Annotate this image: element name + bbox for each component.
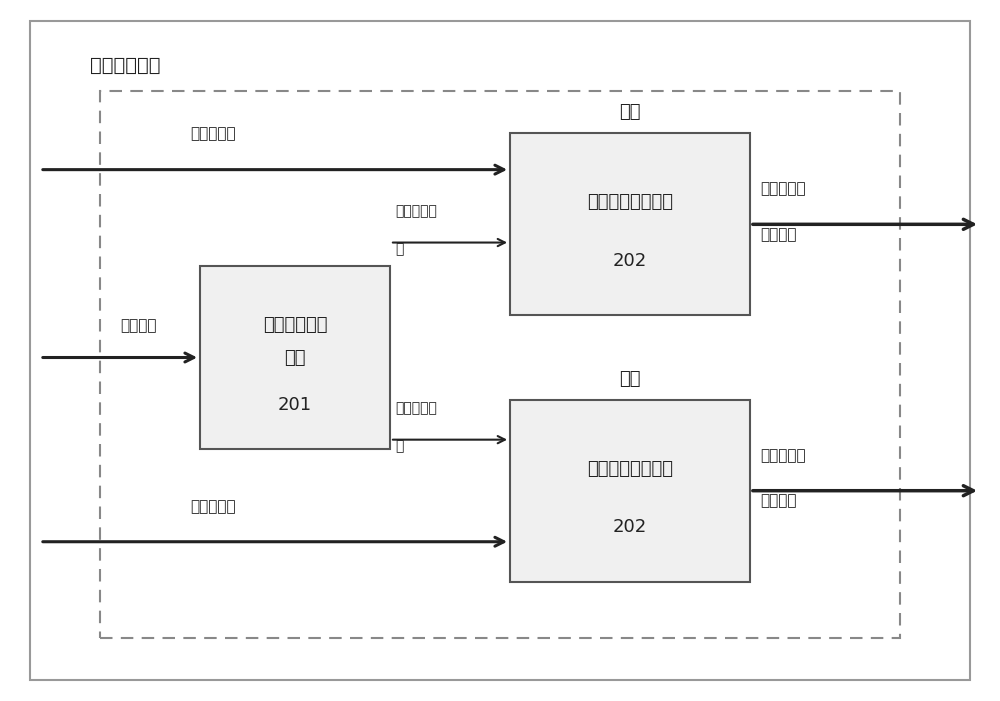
Bar bbox=[510, 400, 750, 582]
Text: 右图: 右图 bbox=[619, 369, 641, 388]
Text: 标: 标 bbox=[395, 440, 403, 454]
Text: 畸变校正模块: 畸变校正模块 bbox=[90, 56, 160, 75]
Text: 201: 201 bbox=[278, 396, 312, 414]
Text: 图像输出: 图像输出 bbox=[760, 494, 796, 508]
Text: 校正表格: 校正表格 bbox=[120, 318, 156, 333]
Text: 左图校正后: 左图校正后 bbox=[760, 182, 806, 196]
Text: 202: 202 bbox=[613, 252, 647, 270]
Text: 模块: 模块 bbox=[284, 348, 306, 367]
Text: 左图校正坐: 左图校正坐 bbox=[395, 204, 437, 218]
Bar bbox=[510, 133, 750, 315]
Text: 图像畸变校正模块: 图像畸变校正模块 bbox=[587, 193, 673, 212]
Bar bbox=[200, 266, 390, 449]
Text: 左图: 左图 bbox=[619, 103, 641, 121]
Text: 右图校正坐: 右图校正坐 bbox=[395, 401, 437, 415]
Text: 图像输出: 图像输出 bbox=[760, 227, 796, 242]
Text: 右原始图像: 右原始图像 bbox=[190, 498, 236, 514]
Text: 右图校正后: 右图校正后 bbox=[760, 448, 806, 463]
Text: 标: 标 bbox=[395, 243, 403, 257]
Text: 左原始图像: 左原始图像 bbox=[190, 127, 236, 142]
Text: 表格数据分解: 表格数据分解 bbox=[263, 315, 327, 334]
Text: 202: 202 bbox=[613, 518, 647, 536]
Bar bbox=[100, 91, 900, 638]
Text: 图像畸变校正模块: 图像畸变校正模块 bbox=[587, 460, 673, 478]
